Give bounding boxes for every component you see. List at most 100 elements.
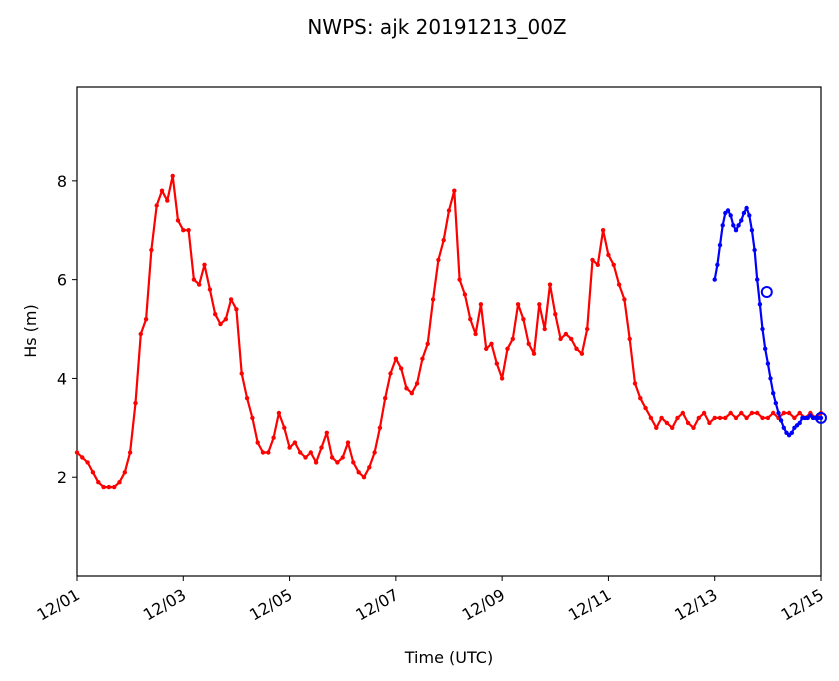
data-point bbox=[725, 208, 731, 213]
data-point bbox=[282, 425, 287, 430]
data-point bbox=[298, 450, 303, 455]
data-point bbox=[622, 297, 627, 302]
data-point bbox=[345, 440, 351, 445]
data-point bbox=[553, 312, 558, 317]
data-point bbox=[197, 282, 202, 287]
data-point bbox=[786, 410, 792, 416]
data-point bbox=[377, 425, 383, 430]
data-point bbox=[654, 425, 659, 430]
data-point bbox=[685, 420, 691, 426]
data-point bbox=[276, 410, 282, 416]
data-point bbox=[154, 203, 159, 208]
data-point bbox=[191, 277, 197, 282]
x-tick-label: 12/15 bbox=[778, 585, 827, 625]
data-point bbox=[329, 455, 335, 460]
data-point bbox=[627, 336, 632, 342]
data-point bbox=[319, 445, 324, 450]
data-point bbox=[747, 213, 752, 218]
data-point bbox=[207, 287, 213, 292]
data-point bbox=[717, 242, 723, 248]
data-point bbox=[165, 198, 170, 203]
data-point bbox=[781, 425, 786, 430]
data-point bbox=[489, 341, 494, 346]
data-point bbox=[202, 262, 207, 267]
data-point bbox=[260, 450, 266, 455]
x-tick-label: 12/13 bbox=[671, 585, 720, 625]
data-point bbox=[101, 484, 106, 490]
data-point bbox=[112, 484, 117, 490]
data-point bbox=[510, 336, 515, 342]
data-point bbox=[723, 415, 728, 421]
x-tick-label: 12/09 bbox=[459, 585, 508, 625]
x-axis-ticks: 12/01 12/03 12/05 12/07 12/09 12/11 12/13 12/15 bbox=[34, 576, 827, 625]
data-point bbox=[707, 420, 712, 426]
plot-area bbox=[76, 86, 822, 577]
data-point bbox=[585, 326, 590, 332]
data-point bbox=[367, 465, 372, 470]
data-point bbox=[574, 346, 579, 351]
data-point bbox=[563, 331, 569, 337]
data-point bbox=[547, 282, 553, 287]
data-point bbox=[452, 188, 457, 193]
x-tick-label: 12/11 bbox=[565, 585, 614, 625]
data-point bbox=[106, 484, 112, 490]
data-point bbox=[266, 450, 271, 455]
data-point bbox=[632, 381, 638, 386]
data-point bbox=[308, 450, 313, 455]
data-point bbox=[372, 450, 377, 455]
highlight-marker bbox=[760, 286, 773, 298]
data-point bbox=[515, 302, 521, 307]
data-point bbox=[223, 317, 228, 322]
data-point bbox=[763, 346, 768, 351]
data-point bbox=[213, 312, 218, 317]
data-point bbox=[234, 307, 239, 312]
data-point bbox=[499, 376, 505, 381]
data-point bbox=[733, 228, 739, 233]
y-axis-label: Hs (m) bbox=[21, 304, 40, 358]
data-point bbox=[670, 425, 675, 430]
data-point bbox=[478, 302, 484, 307]
data-point bbox=[696, 415, 701, 421]
data-point bbox=[648, 415, 654, 421]
data-point bbox=[728, 213, 733, 218]
data-point bbox=[117, 480, 122, 485]
data-point bbox=[720, 223, 725, 228]
data-point bbox=[760, 326, 765, 332]
data-point bbox=[356, 470, 361, 475]
data-point bbox=[691, 425, 696, 430]
data-point bbox=[133, 400, 138, 406]
data-point bbox=[744, 415, 749, 421]
data-point bbox=[749, 228, 755, 233]
data-point bbox=[351, 460, 356, 465]
y-tick-label: 4 bbox=[57, 369, 67, 388]
data-point bbox=[462, 292, 468, 297]
data-point bbox=[728, 410, 733, 416]
data-point bbox=[701, 410, 707, 416]
data-point bbox=[484, 346, 489, 351]
data-point bbox=[569, 336, 574, 342]
data-point bbox=[138, 331, 143, 337]
data-point bbox=[149, 247, 154, 253]
data-point bbox=[122, 470, 128, 475]
data-point bbox=[303, 455, 308, 460]
data-point bbox=[436, 257, 441, 263]
data-point bbox=[441, 237, 446, 243]
data-point bbox=[399, 366, 404, 371]
data-point bbox=[600, 228, 606, 233]
data-point bbox=[74, 450, 80, 455]
data-point bbox=[773, 400, 778, 406]
data-point bbox=[680, 410, 685, 416]
data-point bbox=[733, 415, 739, 421]
data-point bbox=[664, 420, 670, 426]
data-point bbox=[579, 351, 585, 356]
highlight-marker bbox=[815, 411, 827, 424]
data-point bbox=[744, 205, 749, 211]
data-point bbox=[638, 396, 643, 401]
data-point bbox=[741, 210, 747, 216]
data-point bbox=[404, 386, 409, 391]
data-point bbox=[313, 460, 319, 465]
data-point bbox=[239, 371, 244, 376]
data-point bbox=[143, 317, 149, 322]
x-tick-label: 12/03 bbox=[140, 585, 189, 625]
